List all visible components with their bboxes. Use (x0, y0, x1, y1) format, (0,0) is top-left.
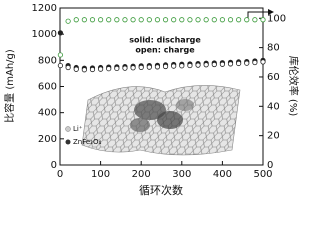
data-point (154, 64, 161, 70)
data-point (106, 66, 112, 72)
data-point (171, 17, 177, 23)
data-point (236, 17, 242, 23)
y2-tick-label: 60 (267, 72, 280, 83)
y-tick-label: 1200 (32, 3, 57, 14)
x-tick-label: 100 (91, 169, 110, 180)
data-point (98, 17, 104, 23)
data-point (114, 65, 120, 72)
data-point (162, 17, 169, 23)
data-point (227, 61, 234, 67)
data-point (138, 17, 144, 23)
data-point (114, 17, 120, 23)
data-point (65, 64, 71, 71)
data-point (73, 66, 79, 72)
data-point (73, 17, 79, 23)
data-point (187, 17, 193, 23)
data-point (236, 60, 242, 67)
data-point (179, 17, 185, 23)
data-point (130, 65, 136, 71)
data-point (162, 63, 169, 70)
arrow-head (268, 9, 274, 15)
y-tick-label: 200 (38, 134, 57, 145)
y2-tick-label: 40 (267, 101, 280, 112)
y-tick-label: 600 (38, 82, 57, 93)
data-point (244, 17, 250, 23)
data-point (146, 64, 152, 70)
data-point (146, 17, 152, 23)
data-point (260, 59, 266, 65)
data-point (227, 17, 234, 23)
data-point (171, 63, 177, 69)
data-point (154, 17, 161, 23)
data-point (122, 65, 128, 71)
chart: solid: discharge open: charge Li⁺ ZnFe₂O… (3, 3, 300, 197)
data-point (130, 17, 136, 23)
data-point (195, 17, 201, 23)
data-point (211, 17, 217, 23)
annotation: solid: discharge (129, 36, 201, 45)
y2-axis-label: 库伦效率 (%) (287, 56, 300, 117)
x-axis-label: 循环次数 (139, 183, 183, 197)
x-tick-label: 0 (57, 169, 63, 180)
y2-tick-label: 80 (267, 43, 280, 54)
data-point (252, 17, 258, 23)
data-point (89, 66, 96, 73)
y2-tick-label: 20 (267, 131, 280, 142)
inset-label: Li⁺ (73, 125, 83, 133)
data-point (195, 62, 201, 68)
x-tick-label: 200 (132, 169, 151, 180)
y-tick-label: 1000 (32, 29, 57, 40)
data-point (122, 17, 128, 23)
data-point (106, 17, 112, 23)
arrow (247, 11, 272, 20)
data-point (65, 18, 71, 24)
data-point (89, 17, 96, 23)
data-point (219, 17, 225, 23)
x-tick-label: 300 (172, 169, 191, 180)
data-point (219, 61, 225, 67)
data-point (57, 52, 64, 58)
x-tick-label: 500 (253, 169, 272, 180)
data-point (179, 63, 185, 69)
data-point (57, 62, 64, 69)
data-point (203, 17, 209, 23)
y-axis-label: 比容量 (mAh/g) (3, 49, 16, 123)
y2-tick-label: 0 (267, 160, 273, 171)
x-tick-label: 400 (213, 169, 232, 180)
inset-label: ZnFe₂O₄ (73, 138, 101, 146)
y-tick-label: 400 (38, 108, 57, 119)
inset-illustration (65, 85, 241, 156)
data-point (244, 60, 250, 66)
data-point (81, 17, 87, 23)
data-point (81, 67, 87, 73)
y-tick-label: 800 (38, 55, 57, 66)
y-tick-label: 0 (51, 160, 57, 171)
y2-tick-label: 100 (267, 13, 286, 24)
data-point (211, 61, 217, 68)
data-point (252, 59, 258, 66)
annotation: open: charge (135, 46, 195, 55)
data-point (260, 17, 266, 23)
data-point (98, 66, 104, 72)
data-point (203, 62, 209, 68)
data-point (138, 64, 144, 70)
data-point (187, 62, 193, 69)
data-point (57, 30, 64, 36)
